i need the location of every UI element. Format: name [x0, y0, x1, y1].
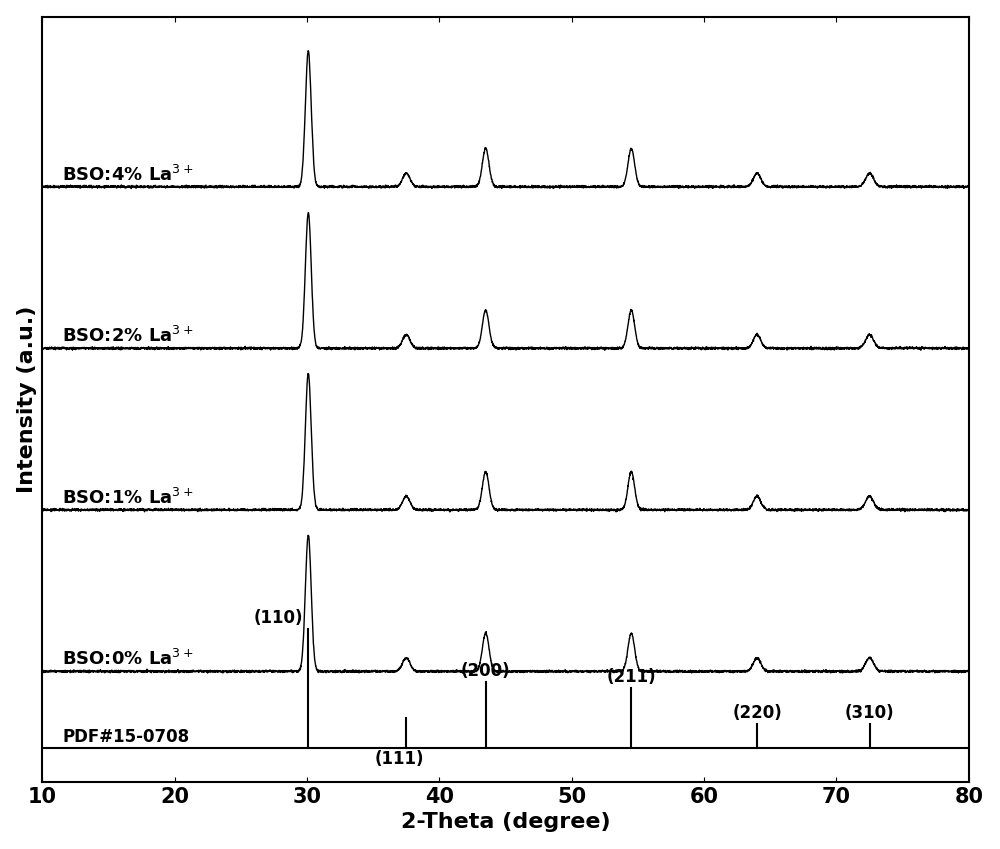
Text: BSO:1% La$^{3+}$: BSO:1% La$^{3+}$ — [62, 487, 194, 508]
Text: BSO:2% La$^{3+}$: BSO:2% La$^{3+}$ — [62, 326, 194, 346]
Y-axis label: Intensity (a.u.): Intensity (a.u.) — [17, 306, 37, 493]
Text: (220): (220) — [732, 704, 782, 722]
Text: (110): (110) — [253, 609, 303, 627]
Text: (111): (111) — [375, 750, 424, 768]
Text: BSO:4% La$^{3+}$: BSO:4% La$^{3+}$ — [62, 165, 194, 184]
Text: PDF#15-0708: PDF#15-0708 — [62, 728, 189, 745]
Text: (211): (211) — [606, 668, 656, 686]
Text: BSO:0% La$^{3+}$: BSO:0% La$^{3+}$ — [62, 649, 194, 669]
Text: (310): (310) — [845, 704, 894, 722]
X-axis label: 2-Theta (degree): 2-Theta (degree) — [401, 812, 610, 832]
Text: (200): (200) — [461, 662, 510, 680]
